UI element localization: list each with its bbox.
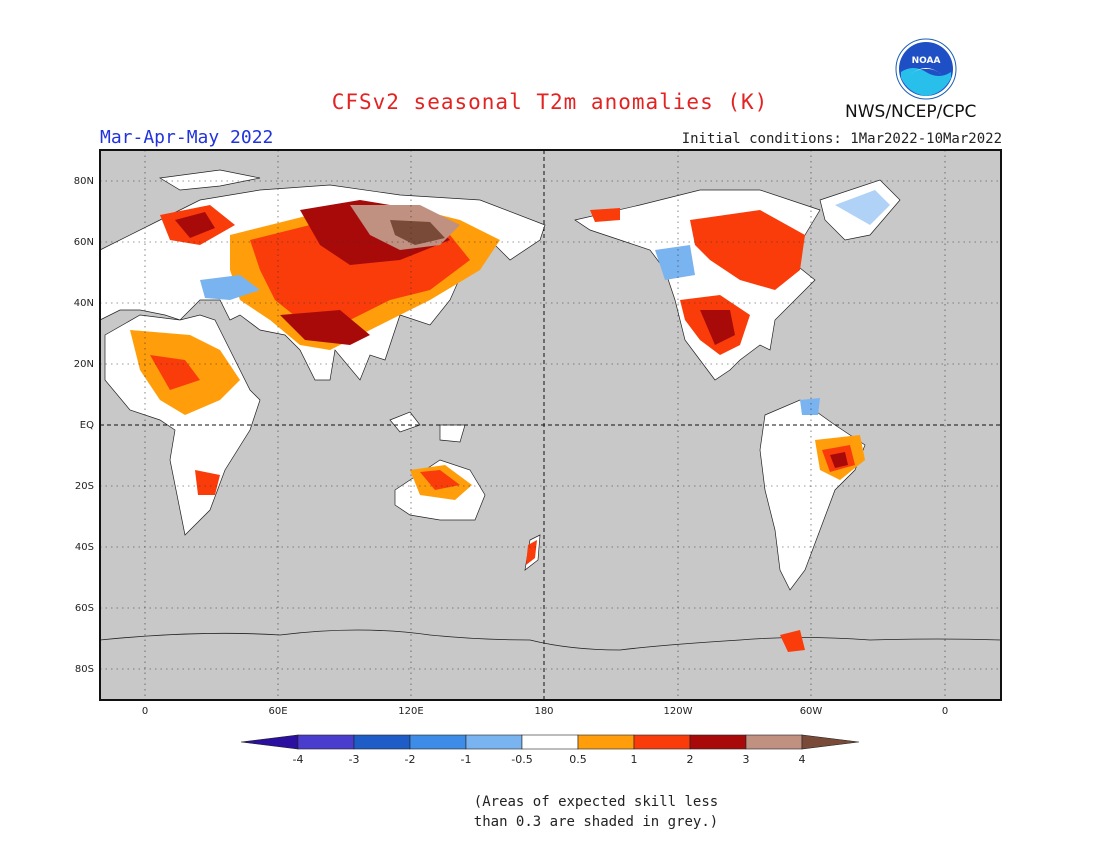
lat-label: 20N bbox=[74, 359, 94, 370]
noaa-logo: NOAA bbox=[895, 38, 957, 100]
lon-label: 120W bbox=[664, 706, 693, 717]
skill-note: (Areas of expected skill less than 0.3 a… bbox=[0, 792, 1100, 832]
legend-tick: 3 bbox=[743, 753, 750, 766]
noaa-logo-text: NOAA bbox=[912, 56, 941, 66]
legend-tick: 2 bbox=[687, 753, 694, 766]
chart-title: CFSv2 seasonal T2m anomalies (K) bbox=[331, 90, 769, 114]
anomaly-map: 80N 60N 40N 20N EQ 20S 40S 60S 80S 0 60E… bbox=[74, 149, 1002, 717]
lon-label: 0 bbox=[942, 706, 948, 717]
legend-bin bbox=[745, 734, 803, 750]
lat-label: EQ bbox=[80, 420, 94, 431]
legend-tick: 4 bbox=[799, 753, 806, 766]
antarctica-land bbox=[99, 629, 1002, 701]
legend-tick: -4 bbox=[293, 753, 304, 766]
lon-label: 120E bbox=[398, 706, 423, 717]
lon-label: 0 bbox=[142, 706, 148, 717]
lat-label: 60S bbox=[75, 603, 94, 614]
initial-conditions-label: Initial conditions: 1Mar2022-10Mar2022 bbox=[681, 131, 1002, 147]
map-frame bbox=[99, 149, 1002, 701]
legend-bin bbox=[521, 734, 579, 750]
lat-label: 80S bbox=[75, 664, 94, 675]
legend-bin bbox=[633, 734, 691, 750]
color-legend: -4 -3 -2 -1 -0.5 0.5 1 2 3 4 bbox=[240, 734, 860, 766]
lat-label: 40N bbox=[74, 298, 94, 309]
lon-label: 60W bbox=[800, 706, 823, 717]
legend-tick: -0.5 bbox=[511, 753, 532, 766]
legend-bin bbox=[465, 734, 523, 750]
legend-bin bbox=[353, 734, 411, 750]
legend-tick: 0.5 bbox=[569, 753, 587, 766]
lat-label: 40S bbox=[75, 542, 94, 553]
legend-tick: 1 bbox=[631, 753, 638, 766]
legend-tick: -3 bbox=[349, 753, 360, 766]
skill-note-line: (Areas of expected skill less bbox=[473, 794, 719, 810]
season-label: Mar-Apr-May 2022 bbox=[100, 127, 274, 148]
lon-label: 60E bbox=[268, 706, 287, 717]
lat-label: 60N bbox=[74, 237, 94, 248]
lon-label: 180 bbox=[534, 706, 553, 717]
legend-bin bbox=[689, 734, 747, 750]
legend-bin bbox=[409, 734, 467, 750]
skill-note-line: than 0.3 are shaded in grey.) bbox=[473, 814, 719, 830]
agency-label: NWS/NCEP/CPC bbox=[845, 102, 977, 122]
legend-bin bbox=[297, 734, 355, 750]
anomaly-patches bbox=[130, 190, 890, 652]
legend-tick: -2 bbox=[405, 753, 416, 766]
legend-bin bbox=[801, 734, 860, 750]
legend-bin bbox=[240, 734, 299, 750]
legend-bins bbox=[240, 734, 860, 750]
legend-tick: -1 bbox=[461, 753, 472, 766]
lat-label: 20S bbox=[75, 481, 94, 492]
lat-label: 80N bbox=[74, 176, 94, 187]
legend-bin bbox=[577, 734, 635, 750]
